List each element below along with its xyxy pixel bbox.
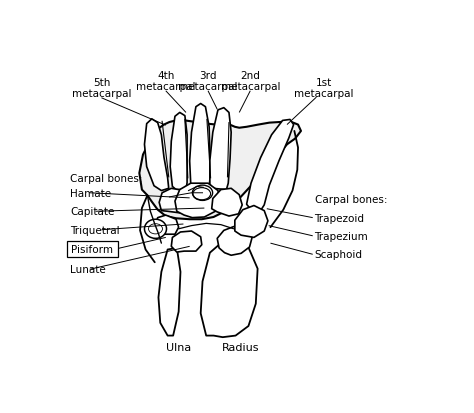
Text: Carpal bones:: Carpal bones: [315,195,387,205]
Polygon shape [158,248,181,336]
Circle shape [145,220,166,239]
Text: Trapezoid: Trapezoid [315,213,365,223]
Polygon shape [217,227,252,256]
Polygon shape [171,231,202,252]
Text: Triquetral: Triquetral [70,225,120,235]
Polygon shape [235,206,268,238]
Text: 1st
metacarpal: 1st metacarpal [294,78,354,99]
Text: Trapezium: Trapezium [315,231,368,241]
FancyBboxPatch shape [66,241,118,257]
Text: Ulna: Ulna [166,342,191,352]
Polygon shape [175,184,220,218]
Text: Carpal bones:: Carpal bones: [70,173,143,183]
Text: 5th
metacarpal: 5th metacarpal [72,78,131,99]
Polygon shape [190,104,210,188]
Text: Scaphoid: Scaphoid [315,250,363,260]
Polygon shape [155,216,179,235]
Polygon shape [145,119,169,191]
Polygon shape [159,189,191,214]
Text: Pisiform: Pisiform [71,244,113,254]
Text: 2nd
metacarpal: 2nd metacarpal [220,71,280,92]
Polygon shape [201,244,258,337]
Polygon shape [170,113,187,190]
Polygon shape [246,120,293,211]
Text: 3rd
metacarpal: 3rd metacarpal [178,71,238,92]
Polygon shape [212,189,242,216]
Text: Radius: Radius [222,342,260,352]
Polygon shape [139,121,301,220]
Text: 4th
metacarpal: 4th metacarpal [136,71,196,92]
Text: Hamate: Hamate [70,188,111,198]
Ellipse shape [192,186,213,201]
Text: Lunate: Lunate [70,265,106,275]
Text: Capitate: Capitate [70,207,115,217]
Polygon shape [210,108,231,190]
